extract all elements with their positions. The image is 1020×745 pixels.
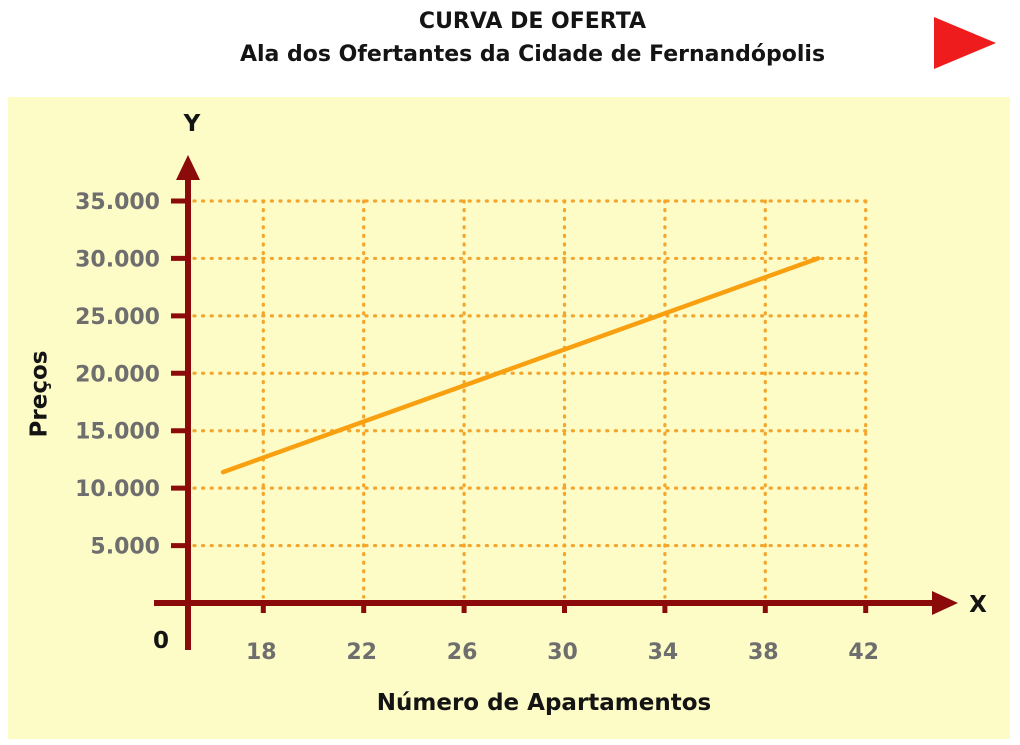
series-layer — [220, 256, 821, 475]
x-tick-label: 38 — [748, 640, 779, 665]
origin-label: 0 — [153, 628, 169, 654]
y-tick-label: 30.000 — [75, 247, 160, 272]
x-tick-label: 18 — [246, 640, 277, 665]
y-axis-letter: Y — [183, 111, 201, 137]
y-tick-label: 10.000 — [75, 477, 160, 502]
y-axis-arrowhead — [176, 155, 200, 180]
y-tick-label: 20.000 — [75, 362, 160, 387]
chart-subtitle: Ala dos Ofertantes da Cidade de Fernandó… — [239, 42, 826, 67]
y-tick-label: 25.000 — [75, 305, 160, 330]
tick-labels: 5.000 10.000 15.000 20.000 25.000 30.000 35.00… — [75, 190, 879, 665]
chart-title: CURVA DE OFERTA — [418, 9, 647, 34]
y-axis-title: Preços — [27, 351, 53, 438]
y-tick-label: 35.000 — [75, 190, 160, 215]
axes — [154, 155, 958, 650]
x-tick-label: 22 — [346, 640, 377, 665]
x-axis-arrowhead — [932, 591, 958, 615]
y-tick-label: 15.000 — [75, 420, 160, 445]
x-axis-letter: X — [969, 592, 987, 618]
x-tick-label: 26 — [447, 640, 478, 665]
next-slide-button[interactable] — [932, 17, 996, 69]
grid — [192, 199, 868, 599]
x-axis-title: Número de Apartamentos — [377, 690, 711, 716]
axis-labels: Y X 0 Preços Número de Apartamentos — [27, 111, 988, 716]
supply-curve-line — [220, 256, 821, 475]
chart-title-block: CURVA DE OFERTA Ala dos Ofertantes da Ci… — [0, 5, 1020, 71]
x-tick-label: 30 — [547, 640, 578, 665]
x-tick-label: 42 — [848, 640, 879, 665]
y-tick-label: 5.000 — [90, 535, 160, 560]
plot-background — [8, 97, 1010, 739]
x-tick-label: 34 — [648, 640, 679, 665]
play-triangle-icon — [934, 17, 996, 69]
